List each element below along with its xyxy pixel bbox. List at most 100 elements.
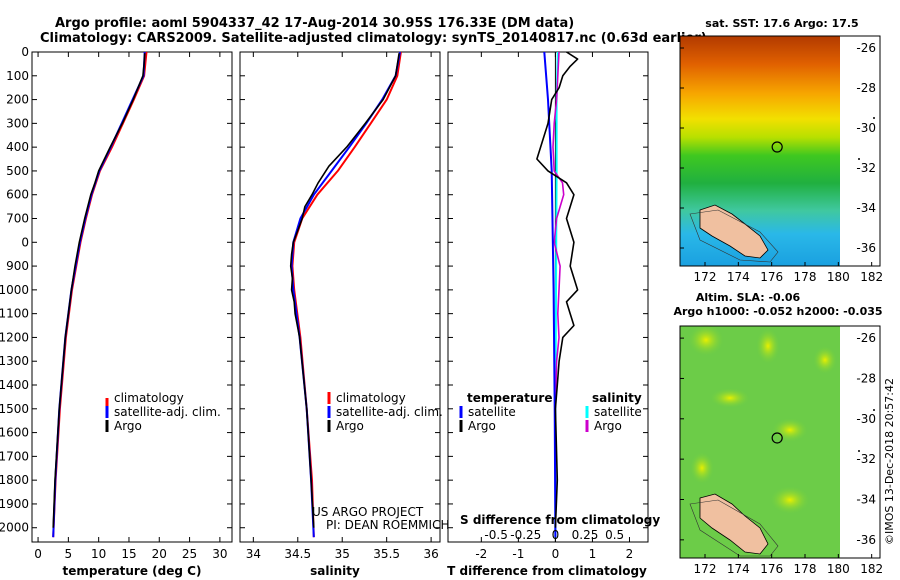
map-lat-label: -32 [856,161,876,175]
legend-t-satellite-label: satellite [468,405,516,419]
map-lon-label: 178 [794,270,817,284]
sla-anomaly-blob [690,452,714,484]
sla-anomaly-blob [813,346,837,374]
depth-tick-label: 900 [6,259,29,273]
bathymetry-contour [689,499,779,557]
map-lat-label: -28 [856,81,876,95]
credit-line-1: US ARGO PROJECT [312,505,424,519]
depth-tick-label: 0 [21,45,29,59]
depth-tick-label: 400 [6,140,29,154]
sla-anomaly-blob [710,388,750,408]
map-lat-label: -34 [856,201,876,215]
map-lon-label: 180 [827,562,850,576]
map-lat-label: -30 [856,412,876,426]
depth-tick-label: 500 [6,164,29,178]
s-tick-label: -0.25 [510,528,541,542]
depth-tick-label: 1400 [0,378,29,392]
float-position-marker [771,432,783,444]
sla-map: Altim. SLA: -0.06 Argo h1000: -0.052 h20… [673,291,883,576]
depth-tick-label: 2000 [0,521,29,535]
map-lat-label: -28 [856,371,876,385]
salinity-plot-frame [239,51,441,543]
x-tick-label: 20 [152,547,167,561]
series-argo [289,53,400,528]
depth-tick-label: 1900 [0,497,29,511]
map-lat-label: -26 [856,331,876,345]
salinity-panel: 34 34.5 35 35.5 36 salinity climatology sate… [239,51,449,578]
sst-map: sat. SST: 17.6 Argo: 17.5 [679,17,883,284]
depth-tick-label: 700 [6,212,29,226]
x-tick-label: 35 [335,547,350,561]
legend-climatology-label: climatology [336,391,406,405]
new-zealand-landmass [699,493,769,555]
island-dot [858,158,860,160]
sla-anomaly-blob [688,324,724,356]
s-difference-label: S difference from climatology [460,513,660,527]
imos-watermark: ©IMOS 13-Dec-2018 20:57:42 [883,378,896,545]
sla-anomaly-blob [772,418,808,442]
x-tick-label: 15 [121,547,136,561]
legend-t-argo-label: Argo [468,419,496,433]
header-line-2: Climatology: CARS2009. Satellite-adjuste… [40,31,707,46]
series-t-satellite [543,51,557,538]
sla-anomaly-blob [770,486,810,514]
s-tick-label: 0.25 [572,528,599,542]
map-lat-label: -30 [856,121,876,135]
x-tick-label: 34 [246,547,261,561]
depth-tick-label: 1000 [0,283,29,297]
temperature-legend: climatology satellite-adj. clim. Argo [105,391,221,433]
map-lat-label: -26 [856,41,876,55]
x-tick-label: 35.5 [373,547,400,561]
map-lon-label: 182 [860,270,883,284]
depth-tick-label: 1800 [0,473,29,487]
float-position-marker [771,141,783,153]
depth-tick-label: 0 [21,235,29,249]
x-tick-label: 2 [626,547,634,561]
sla-map-subtitle: Argo h1000: -0.052 h2000: -0.035 [673,305,882,318]
x-tick-label: 0 [552,547,560,561]
legend-salinity-title: salinity [592,391,642,405]
depth-tick-label: 1700 [0,449,29,463]
sla-map-frame [679,325,881,559]
depth-tick-label: 1100 [0,307,29,321]
legend-climatology-label: climatology [114,391,184,405]
island-dot [858,450,860,452]
depth-tick-label: 600 [6,188,29,202]
new-zealand-landmass [699,204,769,259]
depth-tick-label: 1600 [0,426,29,440]
map-lat-label: -36 [856,241,876,255]
legend-satellite-label: satellite-adj. clim. [336,405,443,419]
temperature-x-label: temperature (deg C) [63,564,202,578]
legend-s-satellite-label: satellite [594,405,642,419]
depth-tick-label: 1300 [0,354,29,368]
s-tick-label: 0.5 [605,528,624,542]
sla-anomaly-blob [756,328,780,364]
temperature-plot-frame [31,51,233,543]
sst-map-title: sat. SST: 17.6 Argo: 17.5 [705,17,858,30]
x-tick-label: 5 [65,547,73,561]
x-tick-label: -1 [512,547,524,561]
legend-argo-label: Argo [114,419,142,433]
legend-argo-label: Argo [336,419,364,433]
x-tick-label: 34.5 [284,547,311,561]
map-lon-label: 174 [727,562,750,576]
difference-x-label: T difference from climatology [447,564,647,578]
depth-tick-label: 300 [6,116,29,130]
map-lon-label: 178 [794,562,817,576]
map-lon-label: 172 [694,562,717,576]
legend-s-argo-label: Argo [594,419,622,433]
series-climatology [291,51,402,538]
map-lat-label: -34 [856,492,876,506]
x-tick-label: 10 [91,547,106,561]
x-tick-label: 25 [182,547,197,561]
sst-field [680,36,840,266]
x-tick-label: 0 [34,547,42,561]
header-line-1: Argo profile: aoml 5904337_42 17-Aug-201… [55,16,574,31]
legend-temperature-title: temperature [467,391,552,405]
series-s-argo [552,51,565,528]
map-lat-label: -32 [856,452,876,466]
map-lon-label: 176 [760,562,783,576]
difference-legend: temperature salinity satellite Argo sate… [459,391,642,433]
credit-line-2: PI: DEAN ROEMMICH [326,518,449,532]
series-t-argo [536,51,579,528]
